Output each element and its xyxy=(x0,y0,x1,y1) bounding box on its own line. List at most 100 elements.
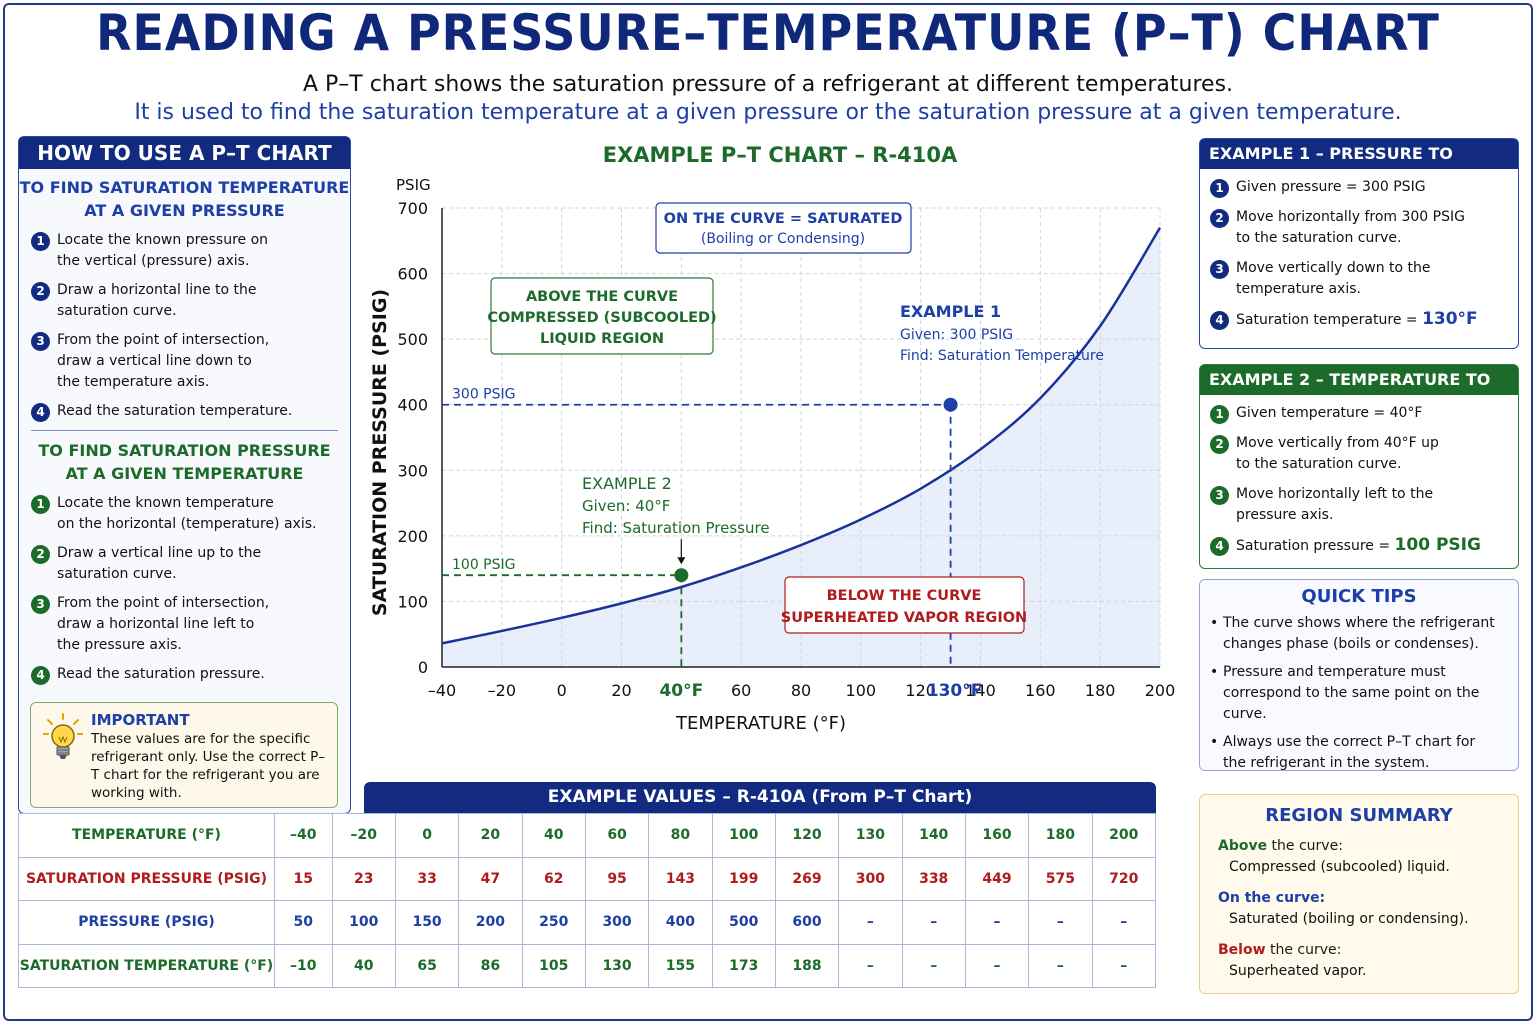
example2-annotation-given: Given: 40°F xyxy=(582,497,670,515)
x-axis-label: TEMPERATURE (°F) xyxy=(675,713,846,734)
table-cell: 155 xyxy=(648,943,713,988)
how-to-panel: HOW TO USE A P–T CHART TO FIND SATURATIO… xyxy=(18,136,351,814)
above-curve-label: LIQUID REGION xyxy=(540,331,664,347)
example1-pressure-label: 300 PSIG xyxy=(452,387,515,403)
tip-item: The curve shows where the refrigerant cha… xyxy=(1200,613,1518,655)
section2-title: TO FIND SATURATION PRESSURE AT A GIVEN T… xyxy=(38,441,331,483)
table-cell: 60 xyxy=(584,813,650,858)
above-curve-label: ABOVE THE CURVE xyxy=(526,289,678,305)
section2-steps: 1 Locate the known temperature on the hori… xyxy=(19,493,350,685)
step-item: 3 From the point of intersection, draw a h… xyxy=(19,593,350,656)
example-step: 3 Move vertically down to the temperature … xyxy=(1200,258,1518,300)
x-tick-label: 140 xyxy=(965,681,996,700)
step-text-main: Saturation pressure = xyxy=(1236,538,1395,554)
step-text: saturation curve. xyxy=(57,566,177,582)
example1-annotation-given: Given: 300 PSIG xyxy=(900,327,1013,343)
step-number-badge: 1 xyxy=(31,232,50,251)
table-cell: 105 xyxy=(521,943,586,988)
step-text: draw a horizontal line left to xyxy=(57,616,255,632)
table-cell: 338 xyxy=(901,856,966,901)
table-cell: – xyxy=(838,943,903,988)
step-text: Locate the known pressure on xyxy=(57,232,269,248)
table-cell: –40 xyxy=(274,813,333,858)
step-text-main: Saturation temperature = xyxy=(1236,312,1423,328)
step-item: 1 Locate the known pressure on the vertica… xyxy=(19,230,350,272)
table-cell: 95 xyxy=(584,856,650,901)
example1-point xyxy=(943,397,958,412)
table-cell: 140 xyxy=(901,813,966,858)
example1-annotation-title: EXAMPLE 1 xyxy=(900,302,1001,321)
table-cell: 400 xyxy=(648,900,713,945)
table-cell: – xyxy=(964,900,1030,945)
table-cell: –10 xyxy=(274,943,333,988)
region-label: Below the curve: xyxy=(1200,940,1518,960)
table-cell: 15 xyxy=(274,856,333,901)
y-tick-label: 600 xyxy=(397,265,428,284)
step-text: Saturation pressure = 100 PSIG xyxy=(1236,535,1518,557)
important-text: These values are for the specific refrig… xyxy=(91,731,326,801)
tip-text: correspond to the same point on the curv… xyxy=(1223,685,1480,722)
chart-title: EXAMPLE P–T CHART – R-410A xyxy=(602,143,958,167)
how-to-header: HOW TO USE A P–T CHART xyxy=(19,137,350,169)
step-text: Given pressure = 300 PSIG xyxy=(1236,177,1518,198)
step-text: Move vertically down to the xyxy=(1236,258,1518,279)
row-label: TEMPERATURE (°F) xyxy=(18,813,275,858)
step-number-badge: 1 xyxy=(31,495,50,514)
region-description: Superheated vapor. xyxy=(1229,963,1367,979)
table-cell: 300 xyxy=(584,900,650,945)
values-table-header: EXAMPLE VALUES – R-410A (From P–T Chart) xyxy=(364,782,1156,813)
table-cell: 20 xyxy=(458,813,523,858)
table-cell: 269 xyxy=(774,856,840,901)
example1-annotation-find: Find: Saturation Temperature xyxy=(900,348,1104,364)
table-row: SATURATION PRESSURE (PSIG) 15 23 33 47 62 95 14… xyxy=(18,856,1157,901)
example2-header: EXAMPLE 2 – TEMPERATURE TO PRESSURE xyxy=(1200,365,1518,419)
region-summary-title: REGION SUMMARY xyxy=(1265,805,1453,826)
x-tick-label: 100 xyxy=(846,681,877,700)
y-tick-label: 500 xyxy=(397,330,428,349)
table-cell: – xyxy=(838,900,903,945)
region-key: On the curve: xyxy=(1218,890,1326,906)
step-text: the vertical (pressure) axis. xyxy=(57,253,250,269)
region-label: Above the curve: xyxy=(1200,836,1518,856)
x-tick-label: 180 xyxy=(1085,681,1116,700)
y-tick-label: 400 xyxy=(397,396,428,415)
step-text-main: Move horizontally from 300 PSIG xyxy=(1236,209,1465,225)
table-cell: 180 xyxy=(1028,813,1093,858)
section-divider xyxy=(31,430,338,431)
step-text-main: Given temperature = 40°F xyxy=(1236,405,1423,421)
region-summary-panel: REGION SUMMARY Above the curve: Compresse… xyxy=(1199,794,1519,994)
table-cell: 173 xyxy=(711,943,776,988)
table-cell: – xyxy=(1091,943,1157,988)
table-cell: 50 xyxy=(274,900,333,945)
step-text: Given temperature = 40°F xyxy=(1236,403,1518,424)
table-cell: 86 xyxy=(458,943,523,988)
quick-tips-panel: QUICK TIPS The curve shows where the ref… xyxy=(1199,579,1519,771)
on-curve-sublabel: (Boiling or Condensing) xyxy=(701,231,865,247)
step-result-value: 130°F xyxy=(1422,309,1478,329)
step-number-badge: 3 xyxy=(31,332,50,351)
step-text: From the point of intersection, xyxy=(57,332,270,348)
region-key-rest: the curve: xyxy=(1267,838,1343,854)
example2-annotation-find: Find: Saturation Pressure xyxy=(582,519,770,537)
below-curve-label: SUPERHEATED VAPOR REGION xyxy=(781,610,1027,626)
table-cell: – xyxy=(901,943,966,988)
on-curve-box xyxy=(655,202,912,254)
step-number-badge: 2 xyxy=(31,545,50,564)
tip-item: Pressure and temperature must correspond … xyxy=(1200,662,1518,725)
section1-steps: 1 Locate the known pressure on the vertica… xyxy=(19,230,350,422)
table-cell: 33 xyxy=(394,856,460,901)
region-description: Saturated (boiling or condensing). xyxy=(1229,911,1469,927)
table-cell: – xyxy=(1028,943,1093,988)
tip-text: the refrigerant in the system. xyxy=(1223,755,1430,771)
table-cell: 188 xyxy=(774,943,840,988)
below-curve-box xyxy=(784,576,1025,634)
lightbulb-icon xyxy=(43,713,83,759)
table-cell: 150 xyxy=(394,900,460,945)
step-text-main: Move vertically from 40°F up xyxy=(1236,435,1439,451)
step-text: to the saturation curve. xyxy=(1236,230,1402,246)
step-result-value: 100 PSIG xyxy=(1394,535,1481,555)
above-curve-box xyxy=(490,277,714,355)
example1-header: EXAMPLE 1 – PRESSURE TO TEMPERATURE xyxy=(1200,139,1518,193)
x-tick-label: –20 xyxy=(488,681,516,700)
table-cell: 40 xyxy=(331,943,396,988)
